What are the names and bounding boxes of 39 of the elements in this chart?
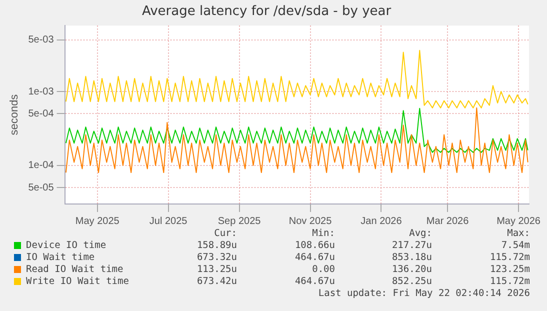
x-tick-label: May 2026: [496, 216, 541, 227]
y-tick-label: 5e-04: [28, 108, 54, 120]
x-tick-label: Sep 2025: [218, 216, 262, 227]
y-tick-label: 5e-03: [28, 34, 54, 46]
y-tick-label: 5e-05: [28, 182, 54, 194]
legend-label: IO Wait time: [26, 252, 95, 263]
text: 158.89u: [196, 240, 237, 251]
legend-label: Device IO time: [26, 240, 106, 251]
text: Avg:: [409, 228, 432, 239]
text: Cur:: [214, 228, 237, 239]
text: 123.25m: [490, 264, 530, 275]
text: 115.72m: [490, 252, 530, 263]
chart-title: Average latency for /dev/sda - by year: [142, 4, 392, 20]
x-tick-label: Jan 2026: [360, 216, 402, 227]
text: 136.20u: [392, 264, 432, 275]
legend-label: Write IO Wait time: [26, 276, 129, 287]
text: 7.54m: [501, 240, 530, 251]
text: 673.42u: [196, 276, 237, 287]
text: Last update: Fri May 22 02:40:14 2026: [318, 288, 530, 299]
x-tick-label: May 2025: [75, 216, 120, 227]
text: 853.18u: [392, 252, 432, 263]
text: 0.00: [312, 264, 335, 275]
text: 217.27u: [392, 240, 432, 251]
x-tick-label: Mar 2026: [426, 216, 470, 227]
y-tick-label: 1e-04: [28, 160, 54, 172]
text: 673.32u: [196, 252, 237, 263]
legend-label: Read IO Wait time: [26, 264, 124, 275]
text: 852.25u: [392, 276, 432, 287]
y-axis-title: seconds: [8, 94, 21, 136]
text: 108.66u: [294, 240, 335, 251]
text: Max:: [507, 228, 530, 239]
text: 464.67u: [294, 276, 335, 287]
y-tick-label: 1e-03: [28, 86, 54, 98]
x-tick-label: Nov 2025: [288, 216, 332, 227]
text: Min:: [312, 228, 335, 239]
text: 464.67u: [294, 252, 335, 263]
text: 113.25u: [196, 264, 237, 275]
x-tick-label: Jul 2025: [149, 216, 188, 227]
text: 115.72m: [490, 276, 530, 287]
